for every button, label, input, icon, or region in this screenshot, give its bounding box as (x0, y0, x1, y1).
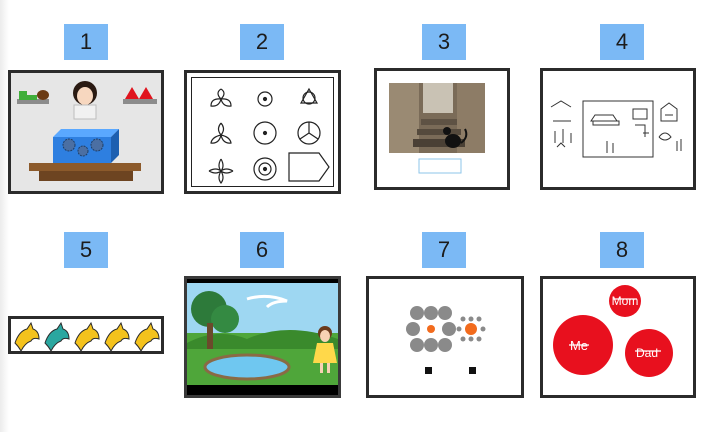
panel-7[interactable] (366, 276, 524, 398)
child-with-gear-box-icon (17, 81, 157, 181)
panel-4[interactable] (540, 68, 696, 190)
bubble-mom-label: Mom (612, 294, 639, 308)
panel-8[interactable]: Mom Me Dad (540, 276, 696, 398)
label-3: 3 (422, 24, 466, 60)
panel-2[interactable] (184, 70, 341, 194)
page-edge-shadow (0, 0, 9, 432)
shape-matching-grid-icon (208, 87, 330, 184)
label-4: 4 (600, 24, 644, 60)
cat-on-stone-steps-photo (389, 83, 485, 174)
panel-6[interactable] (184, 276, 341, 398)
label-6: 6 (240, 232, 284, 268)
bubble-me-label: Me (570, 338, 588, 353)
dinosaur-row-icon (14, 321, 160, 351)
bubble-dad-label: Dad (636, 346, 658, 360)
label-2: 2 (240, 24, 284, 60)
label-1: 1 (64, 24, 108, 60)
label-5: 5 (64, 232, 108, 268)
label-7: 7 (422, 232, 466, 268)
family-bubbles-icon: Mom Me Dad (553, 285, 673, 377)
panel-5[interactable] (8, 316, 164, 354)
cartoon-girl-by-pond-icon (187, 283, 338, 391)
label-8: 8 (600, 232, 644, 268)
panel-3[interactable] (374, 68, 510, 190)
panel-1[interactable] (8, 70, 164, 194)
dot-cluster-comparison-icon (406, 306, 486, 374)
line-drawing-scene-icon (550, 100, 682, 158)
